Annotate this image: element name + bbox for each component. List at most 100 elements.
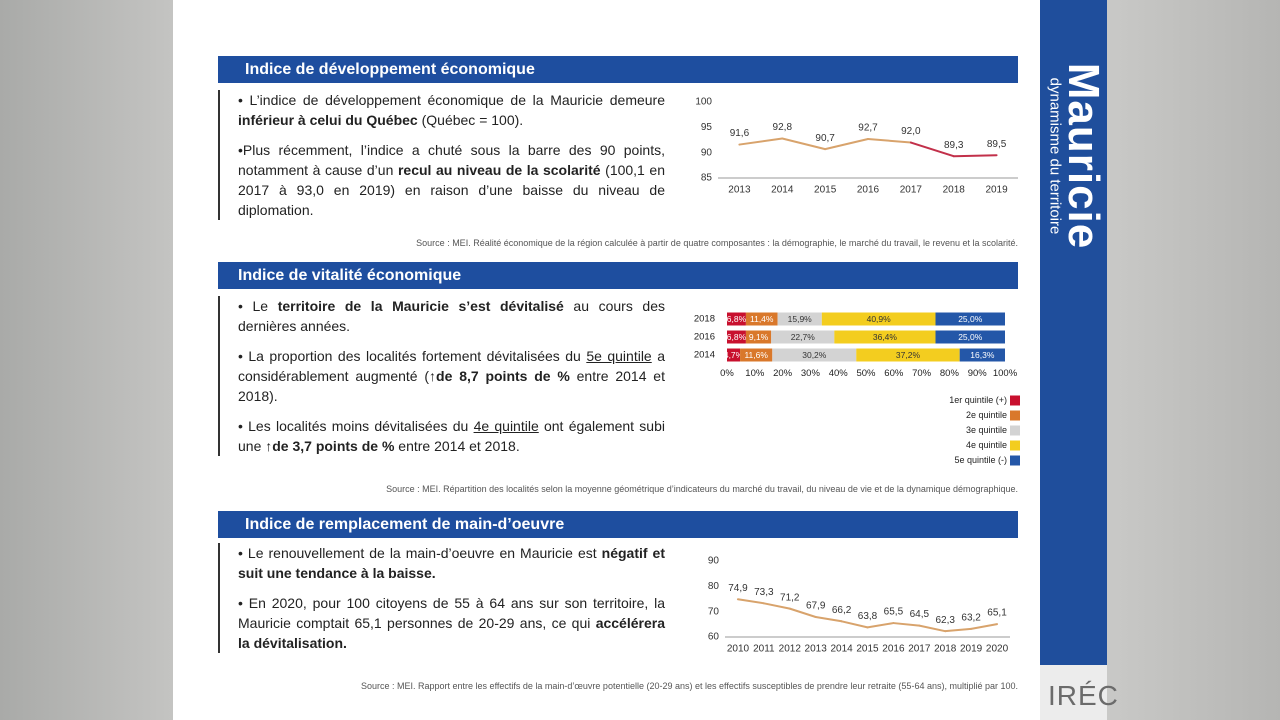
bar-segment bbox=[745, 330, 772, 344]
text: au cours des dernières années. bbox=[238, 298, 665, 334]
y-tick-label: 90 bbox=[701, 147, 713, 158]
text: inférieur à celui du Québec bbox=[238, 112, 418, 128]
bar-segment bbox=[771, 330, 835, 344]
legend-swatch bbox=[1010, 425, 1020, 436]
legend-label: 5e quintile (-) bbox=[954, 455, 1007, 465]
x-tick-label: 2018 bbox=[943, 185, 966, 196]
bar-segment bbox=[727, 312, 746, 326]
data-label: 4,7% bbox=[724, 350, 744, 360]
line-segment bbox=[909, 141, 955, 158]
data-label: 66,2 bbox=[832, 605, 852, 616]
x-tick-label: 90% bbox=[968, 368, 988, 379]
text: territoire de la Mauricie s’est dévitali… bbox=[277, 298, 564, 314]
line-segment bbox=[781, 137, 827, 151]
chart: 85 90 95 100 2013 2014 2015 2016 2017 2018 2019 91,… bbox=[695, 97, 1018, 196]
bullets: • L’indice de développement économique d… bbox=[218, 90, 665, 220]
text: (Québec = 100). bbox=[417, 112, 524, 128]
x-tick-label: 60% bbox=[884, 368, 904, 379]
bar-segment bbox=[740, 348, 773, 362]
x-tick-label: 2012 bbox=[779, 644, 802, 655]
text: 5e quintile bbox=[586, 348, 652, 364]
background-right bbox=[1107, 0, 1280, 720]
y-tick-label: 2016 bbox=[694, 332, 715, 343]
bullet: •Plus récemment, l’indice a chuté sous l… bbox=[238, 140, 665, 220]
data-label: 89,5 bbox=[987, 139, 1007, 150]
text: • Le bbox=[238, 298, 278, 314]
y-tick-label: 2014 bbox=[694, 350, 715, 361]
data-label: 11,6% bbox=[744, 350, 768, 360]
legend-label: 4e quintile bbox=[966, 440, 1007, 450]
y-tick-label: 70 bbox=[708, 606, 720, 617]
chart: 60 70 80 90 2010 2011 2012 2013 2014 2015 2016 2017… bbox=[708, 556, 1010, 655]
x-tick-label: 2010 bbox=[727, 644, 750, 655]
data-label: 65,1 bbox=[987, 608, 1007, 619]
x-tick-label: 30% bbox=[801, 368, 821, 379]
x-tick-label: 70% bbox=[912, 368, 932, 379]
y-tick-label: 100 bbox=[695, 97, 712, 108]
data-label: 30,2% bbox=[802, 350, 827, 360]
x-tick-label: 2013 bbox=[805, 644, 828, 655]
chart: 0% 10% 20% 30% 40% 50% 60% 70% 80% 90% 100% 2018 6,8… bbox=[694, 312, 1020, 466]
bullet: • Les localités moins dévitalisées du 4e… bbox=[238, 416, 665, 456]
data-label: 25,0% bbox=[958, 332, 983, 342]
logo: IRÉC bbox=[1048, 680, 1119, 711]
text: • En 2020, pour 100 citoyens de 55 à 64 … bbox=[238, 595, 665, 631]
legend-swatch bbox=[1010, 410, 1020, 421]
text: • La proportion des localités fortement … bbox=[238, 348, 587, 364]
data-label: 6,8% bbox=[727, 314, 747, 324]
legend-swatch bbox=[1010, 440, 1020, 451]
line-segment bbox=[788, 607, 817, 618]
data-label: 74,9 bbox=[728, 583, 748, 594]
data-label: 92,8 bbox=[773, 122, 793, 133]
text: • Le renouvellement de la main-d’oeuvre … bbox=[238, 545, 602, 561]
legend-swatch bbox=[1010, 455, 1020, 466]
bar-segment bbox=[935, 330, 1005, 344]
x-tick-label: 2015 bbox=[856, 644, 879, 655]
text: (100,1 en 2017 à 93,0 en 2019) en raison… bbox=[238, 162, 665, 218]
bullet: • Le territoire de la Mauricie s’est dév… bbox=[238, 296, 665, 336]
y-tick-label: 90 bbox=[708, 556, 720, 567]
line-segment bbox=[814, 615, 843, 623]
text: a considérablement augmenté ( bbox=[238, 348, 665, 384]
text: négatif et suit une tendance à la baisse… bbox=[238, 545, 665, 581]
text: • Les localités moins dévitalisées du bbox=[238, 418, 474, 434]
line-segment bbox=[867, 137, 912, 144]
section-heading: Indice de vitalité économique bbox=[218, 262, 1018, 289]
data-label: 73,3 bbox=[754, 587, 774, 598]
data-label: 91,6 bbox=[730, 128, 750, 139]
data-label: 67,9 bbox=[806, 601, 826, 612]
data-label: 63,8 bbox=[858, 611, 878, 622]
data-label: 89,3 bbox=[944, 140, 964, 151]
x-tick-label: 50% bbox=[856, 368, 876, 379]
legend-swatch bbox=[1010, 395, 1020, 406]
text: ↑de 3,7 points de % bbox=[265, 438, 395, 454]
data-label: 9,1% bbox=[749, 332, 769, 342]
x-tick-label: 2019 bbox=[985, 185, 1008, 196]
data-label: 16,3% bbox=[970, 350, 995, 360]
data-label: 25,0% bbox=[958, 314, 983, 324]
x-tick-label: 0% bbox=[720, 368, 734, 379]
text: recul au niveau de la scolarité bbox=[397, 162, 601, 178]
x-tick-label: 20% bbox=[773, 368, 793, 379]
text: entre 2014 et 2018. bbox=[394, 438, 520, 454]
x-tick-label: 2020 bbox=[986, 644, 1009, 655]
source: Source : MEI. Rapport entre les effectif… bbox=[361, 681, 1018, 691]
data-label: 36,4% bbox=[873, 332, 898, 342]
data-label: 40,9% bbox=[867, 314, 892, 324]
bullet: • La proportion des localités fortement … bbox=[238, 346, 665, 406]
sidebar-subtitle: dynamisme du territoire bbox=[1046, 77, 1064, 235]
x-tick-label: 2017 bbox=[908, 644, 931, 655]
bullet: • Le renouvellement de la main-d’oeuvre … bbox=[238, 543, 665, 583]
data-label: 90,7 bbox=[815, 133, 835, 144]
data-label: 92,7 bbox=[858, 123, 878, 134]
bullet: • L’indice de développement économique d… bbox=[238, 90, 665, 130]
x-tick-label: 2019 bbox=[960, 644, 983, 655]
line-segment bbox=[970, 623, 999, 630]
legend-label: 1er quintile (+) bbox=[949, 395, 1007, 405]
bar-segment bbox=[727, 330, 746, 344]
x-tick-label: 2014 bbox=[771, 185, 794, 196]
data-label: 71,2 bbox=[780, 592, 800, 603]
data-label: 22,7% bbox=[791, 332, 816, 342]
sidebar bbox=[1040, 0, 1107, 665]
